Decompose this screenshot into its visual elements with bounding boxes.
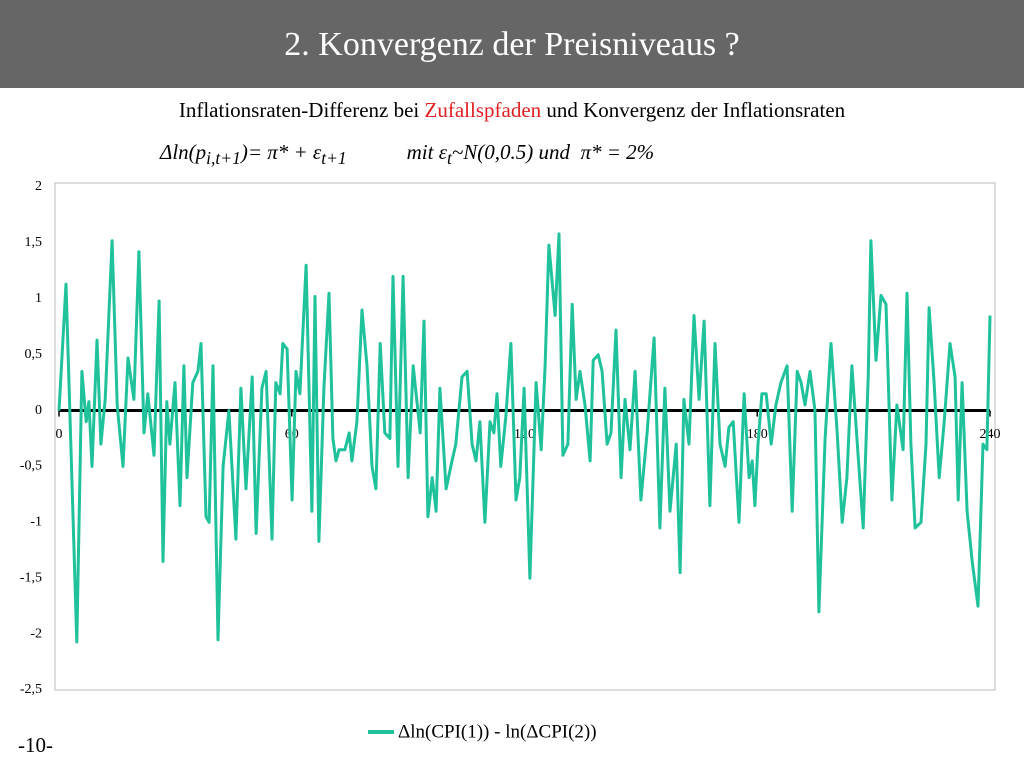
formula-sub: i,t+1 <box>206 148 241 169</box>
subtitle-text: Inflationsraten-Differenz bei <box>178 98 425 122</box>
x-tick-label: 180 <box>747 427 768 442</box>
formula-part: mit ε <box>406 140 447 164</box>
plot-border <box>54 182 996 691</box>
y-tick-label: 0 <box>35 403 42 418</box>
formula-part: Δln(p <box>160 140 207 164</box>
formula: Δln(pi,t+1)= π* + εt+1 mit εt~N(0,0.5) un… <box>160 140 654 169</box>
y-tick-label: 2 <box>35 179 42 194</box>
y-tick-label: -0,5 <box>20 459 42 474</box>
page-number: -10- <box>18 733 53 757</box>
subtitle-highlight: Zufallspfaden <box>424 98 542 122</box>
subtitle: Inflationsraten-Differenz bei Zufallspfa… <box>0 98 1024 123</box>
formula-part: )= π* + ε <box>240 140 322 164</box>
x-tick-label: 0 <box>56 427 63 442</box>
y-tick-label: -1,5 <box>20 570 42 585</box>
legend-label: Δln(CPI(1)) - ln(ΔCPI(2)) <box>398 721 597 742</box>
y-tick-label: 1,5 <box>25 235 43 250</box>
y-tick-label: 1 <box>35 291 42 306</box>
formula-part: ~N(0,0.5) und π* = 2% <box>451 140 655 164</box>
y-tick-label: -2 <box>30 626 42 641</box>
x-tick-label: 60 <box>285 427 299 442</box>
y-tick-label: -1 <box>30 515 42 530</box>
formula-sub: t <box>447 148 452 169</box>
subtitle-text: und Konvergenz der Inflationsraten <box>541 98 846 122</box>
data-line <box>57 232 992 644</box>
slide-title: 2. Konvergenz der Preisniveaus ? <box>0 0 1024 88</box>
x-tick-label: 240 <box>980 427 1001 442</box>
formula-sub: t+1 <box>321 148 347 169</box>
y-tick-label: 0,5 <box>25 347 43 362</box>
y-tick-label: -2,5 <box>20 682 42 697</box>
